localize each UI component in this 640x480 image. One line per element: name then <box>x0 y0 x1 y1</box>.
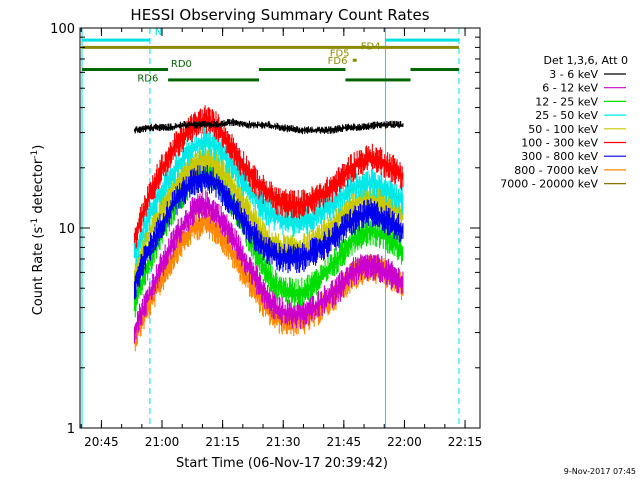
y-axis-label-main: Count Rate (s <box>31 227 46 316</box>
flag-bar-0-0 <box>82 38 150 42</box>
y-axis-label-exp2: -1 <box>30 150 40 159</box>
y-axis-label-exp1: -1 <box>30 218 40 227</box>
series-line-6 <box>133 165 404 300</box>
x-tick-label: 22:00 <box>387 435 422 449</box>
series-line-0 <box>133 118 404 135</box>
legend-entry-label: 50 - 100 keV <box>528 123 598 136</box>
flag-bar-1-0 <box>82 45 459 49</box>
flag-bar-4-1 <box>345 78 411 82</box>
date-stamp: 9-Nov-2017 07:45 <box>564 467 636 476</box>
flag-bar-3-1 <box>258 68 346 72</box>
flag-bar-4-0 <box>168 78 259 82</box>
x-tick-label: 21:30 <box>266 435 301 449</box>
chart-title: HESSI Observing Summary Count Rates <box>130 6 429 24</box>
flag-bar-2-0 <box>352 58 357 62</box>
flag-label-fd5: FD5 <box>330 49 350 60</box>
flag-bar-0-1 <box>385 38 459 42</box>
x-axis-label: Start Time (06-Nov-17 20:39:42) <box>176 456 388 471</box>
flag-label-rd0: RD0 <box>171 59 192 70</box>
legend-entry-label: 3 - 6 keV <box>549 68 598 81</box>
y-axis-label-end: ) <box>31 145 46 150</box>
x-tick-label: 21:00 <box>145 435 180 449</box>
y-tick-label: 100 <box>50 22 75 37</box>
flag-bar-3-2 <box>410 68 459 72</box>
legend-entry-label: 6 - 12 keV <box>542 82 598 95</box>
flag-bar-3-0 <box>82 68 169 72</box>
series-line-1 <box>133 190 404 344</box>
flag-label-fd4: FD4 <box>361 42 381 53</box>
legend-entry-label: 800 - 7000 keV <box>514 164 598 177</box>
series-line-3 <box>133 126 404 266</box>
flag-label-n: N <box>155 27 162 38</box>
legend-entry-label: 100 - 300 keV <box>521 137 598 150</box>
y-tick-label: 1 <box>67 422 75 437</box>
y-axis: 1 10 100 <box>50 22 480 437</box>
x-tick-label: 21:15 <box>205 435 240 449</box>
y-axis-label-mid: detector <box>31 158 46 218</box>
x-axis: 20:45 21:00 21:15 21:30 21:45 22:00 22:15 <box>80 28 483 449</box>
x-tick-label: 21:45 <box>327 435 362 449</box>
y-tick-label: 10 <box>58 222 75 237</box>
x-tick-label: 22:15 <box>448 435 483 449</box>
legend-entry-label: 25 - 50 keV <box>535 109 598 122</box>
y-axis-label: Count Rate (s-1 detector-1) <box>30 145 46 316</box>
flag-label-fd6: FD6 <box>328 56 348 67</box>
x-tick-label: 20:45 <box>84 435 119 449</box>
legend-entry-label: 300 - 800 keV <box>521 150 598 163</box>
legend-entry-label: 12 - 25 keV <box>535 95 598 108</box>
flag-label-rd6: RD6 <box>137 74 158 85</box>
legend-entry-label: 7000 - 20000 keV <box>500 178 598 191</box>
legend-title: Det 1,3,6, Att 0 <box>544 54 628 67</box>
